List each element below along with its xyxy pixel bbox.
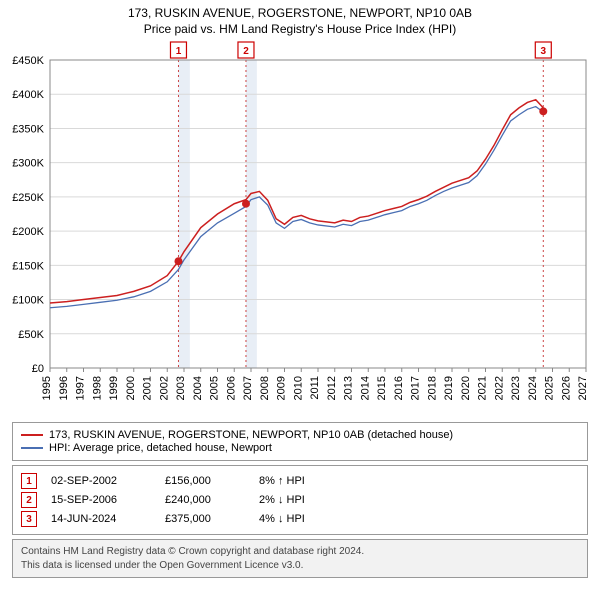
svg-text:2020: 2020 bbox=[460, 376, 472, 400]
svg-text:£150K: £150K bbox=[12, 260, 44, 272]
event-diff: 4% ↓ HPI bbox=[259, 513, 359, 525]
svg-text:2023: 2023 bbox=[510, 376, 522, 400]
svg-text:2022: 2022 bbox=[493, 376, 505, 400]
event-price: £240,000 bbox=[165, 494, 245, 506]
legend-swatch bbox=[21, 434, 43, 436]
svg-text:2009: 2009 bbox=[276, 376, 288, 400]
svg-text:2021: 2021 bbox=[477, 376, 489, 400]
event-date: 02-SEP-2002 bbox=[51, 475, 151, 487]
svg-text:2002: 2002 bbox=[158, 376, 170, 400]
svg-text:2025: 2025 bbox=[544, 376, 556, 400]
svg-text:2005: 2005 bbox=[209, 376, 221, 400]
event-badge: 3 bbox=[21, 511, 37, 527]
svg-text:2011: 2011 bbox=[309, 376, 321, 400]
legend-label: 173, RUSKIN AVENUE, ROGERSTONE, NEWPORT,… bbox=[49, 429, 453, 441]
event-badge: 1 bbox=[21, 473, 37, 489]
svg-text:2013: 2013 bbox=[343, 376, 355, 400]
event-row: 3 14-JUN-2024 £375,000 4% ↓ HPI bbox=[21, 511, 579, 527]
legend: 173, RUSKIN AVENUE, ROGERSTONE, NEWPORT,… bbox=[12, 422, 588, 461]
legend-label: HPI: Average price, detached house, Newp… bbox=[49, 442, 272, 454]
svg-text:2004: 2004 bbox=[192, 376, 204, 400]
event-row: 1 02-SEP-2002 £156,000 8% ↑ HPI bbox=[21, 473, 579, 489]
price-chart: £0 £50K £100K £150K £200K £250K £300K £350K £400… bbox=[0, 36, 600, 416]
svg-text:£200K: £200K bbox=[12, 226, 44, 238]
event-date: 15-SEP-2006 bbox=[51, 494, 151, 506]
attribution-footer: Contains HM Land Registry data © Crown c… bbox=[12, 539, 588, 578]
svg-text:2018: 2018 bbox=[426, 376, 438, 400]
event-diff: 8% ↑ HPI bbox=[259, 475, 359, 487]
svg-text:2: 2 bbox=[243, 46, 249, 57]
svg-text:2000: 2000 bbox=[125, 376, 137, 400]
svg-text:£300K: £300K bbox=[12, 158, 44, 170]
event-badge: 2 bbox=[21, 492, 37, 508]
svg-text:£450K: £450K bbox=[12, 55, 44, 67]
svg-text:2003: 2003 bbox=[175, 376, 187, 400]
svg-text:1996: 1996 bbox=[58, 376, 70, 400]
title-line-2: Price paid vs. HM Land Registry's House … bbox=[0, 22, 600, 36]
svg-text:2026: 2026 bbox=[560, 376, 572, 400]
svg-text:2008: 2008 bbox=[259, 376, 271, 400]
svg-text:2027: 2027 bbox=[577, 376, 589, 400]
svg-text:1999: 1999 bbox=[108, 376, 120, 400]
svg-text:2014: 2014 bbox=[359, 376, 371, 400]
svg-text:2017: 2017 bbox=[410, 376, 422, 400]
svg-text:2012: 2012 bbox=[326, 376, 338, 400]
footer-line-1: Contains HM Land Registry data © Crown c… bbox=[21, 545, 579, 559]
svg-text:£250K: £250K bbox=[12, 192, 44, 204]
legend-item: 173, RUSKIN AVENUE, ROGERSTONE, NEWPORT,… bbox=[21, 429, 579, 441]
legend-swatch bbox=[21, 447, 43, 449]
event-price: £156,000 bbox=[165, 475, 245, 487]
svg-text:£350K: £350K bbox=[12, 123, 44, 135]
svg-text:1: 1 bbox=[176, 46, 182, 57]
svg-text:1998: 1998 bbox=[91, 376, 103, 400]
svg-text:2016: 2016 bbox=[393, 376, 405, 400]
svg-text:£400K: £400K bbox=[12, 89, 44, 101]
events-table: 1 02-SEP-2002 £156,000 8% ↑ HPI 2 15-SEP-2006… bbox=[12, 465, 588, 535]
event-diff: 2% ↓ HPI bbox=[259, 494, 359, 506]
svg-text:£100K: £100K bbox=[12, 295, 44, 307]
svg-text:2019: 2019 bbox=[443, 376, 455, 400]
svg-text:£0: £0 bbox=[32, 363, 44, 375]
title-line-1: 173, RUSKIN AVENUE, ROGERSTONE, NEWPORT,… bbox=[0, 6, 600, 20]
chart-area: £0 £50K £100K £150K £200K £250K £300K £350K £400… bbox=[0, 36, 600, 416]
svg-text:1995: 1995 bbox=[41, 376, 53, 400]
svg-text:2007: 2007 bbox=[242, 376, 254, 400]
svg-text:2001: 2001 bbox=[142, 376, 154, 400]
event-price: £375,000 bbox=[165, 513, 245, 525]
event-row: 2 15-SEP-2006 £240,000 2% ↓ HPI bbox=[21, 492, 579, 508]
svg-text:2015: 2015 bbox=[376, 376, 388, 400]
event-date: 14-JUN-2024 bbox=[51, 513, 151, 525]
legend-item: HPI: Average price, detached house, Newp… bbox=[21, 442, 579, 454]
svg-text:3: 3 bbox=[541, 46, 547, 57]
footer-line-2: This data is licensed under the Open Gov… bbox=[21, 559, 579, 573]
svg-text:2010: 2010 bbox=[292, 376, 304, 400]
chart-title-block: 173, RUSKIN AVENUE, ROGERSTONE, NEWPORT,… bbox=[0, 0, 600, 36]
svg-text:2006: 2006 bbox=[225, 376, 237, 400]
svg-text:1997: 1997 bbox=[75, 376, 87, 400]
svg-text:£50K: £50K bbox=[18, 329, 44, 341]
svg-text:2024: 2024 bbox=[527, 376, 539, 400]
